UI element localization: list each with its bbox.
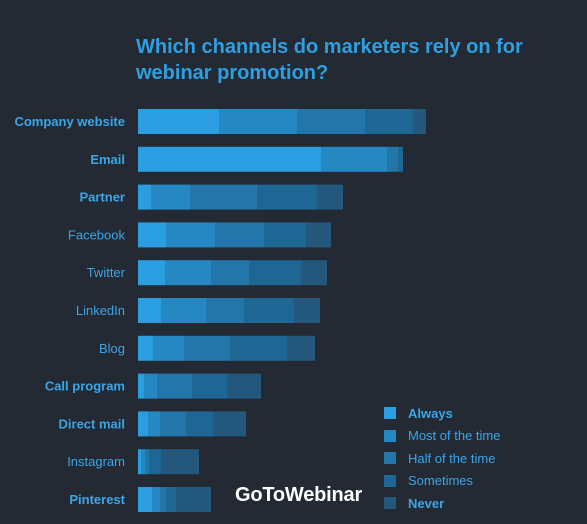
bar-segment-partner-half-of-the-time [190, 184, 257, 210]
bar-segment-company-website-always [138, 109, 219, 134]
legend-swatch-always [384, 407, 396, 420]
bar-segment-call-program-never [227, 373, 261, 399]
bar-segment-facebook-sometimes [264, 222, 306, 248]
legend-swatch-most-of-the-time [384, 429, 396, 442]
bar-segment-direct-mail-never [213, 411, 246, 437]
bar-segment-twitter-half-of-the-time [211, 260, 249, 286]
category-label-direct-mail: Direct mail [59, 416, 125, 431]
bar-segment-pinterest-half-of-the-time [160, 487, 166, 512]
legend-label-sometimes: Sometimes [408, 473, 474, 489]
bar-segment-direct-mail-half-of-the-time [160, 411, 186, 437]
category-label-call-program: Call program [45, 379, 125, 394]
bar-segment-partner-sometimes [257, 184, 317, 210]
bar-segment-email-most-of-the-time [321, 146, 387, 172]
bar-segment-facebook-always [138, 222, 166, 248]
bar-segment-blog-never [287, 335, 315, 361]
legend-swatch-never [384, 497, 396, 510]
bar-segment-instagram-half-of-the-time [145, 449, 149, 475]
bar-segment-linkedin-always [138, 298, 161, 323]
bar-segment-call-program-sometimes [192, 373, 227, 399]
bar-segment-pinterest-never [176, 487, 211, 512]
category-label-pinterest: Pinterest [69, 492, 125, 507]
legend-swatch-half-of-the-time [384, 452, 396, 465]
legend-label-never: Never [408, 495, 445, 511]
bar-segment-company-website-sometimes [365, 109, 413, 134]
bar-segment-twitter-never [301, 260, 327, 286]
bar-segment-pinterest-most-of-the-time [152, 487, 160, 512]
bar-segment-pinterest-always [138, 487, 152, 512]
bar-segment-call-program-always [138, 373, 144, 399]
bar-segment-blog-most-of-the-time [153, 335, 184, 361]
category-label-instagram: Instagram [67, 454, 125, 469]
bar-segment-twitter-sometimes [249, 260, 301, 286]
bar-segment-direct-mail-most-of-the-time [148, 411, 160, 437]
category-label-facebook: Facebook [68, 227, 126, 242]
bar-segment-blog-half-of-the-time [184, 335, 230, 361]
bar-segment-email-sometimes [398, 146, 403, 172]
bar-segment-partner-never [317, 184, 343, 210]
bar-segment-email-always [138, 146, 321, 172]
bar-segment-company-website-half-of-the-time [297, 109, 365, 134]
chart-title: Which channels do marketers rely on for … [136, 36, 523, 84]
legend-label-always: Always [408, 405, 453, 421]
bar-segment-twitter-always [138, 260, 165, 286]
bar-segment-linkedin-half-of-the-time [206, 298, 244, 323]
bar-segment-facebook-half-of-the-time [215, 222, 264, 248]
bar-segment-facebook-most-of-the-time [166, 222, 215, 248]
legend-item-sometimes: Sometimes [384, 470, 500, 493]
category-label-partner: Partner [79, 190, 125, 205]
bar-segment-blog-sometimes [230, 335, 287, 361]
category-label-twitter: Twitter [87, 265, 126, 280]
legend-item-always: Always [384, 402, 500, 425]
legend-item-most-of-the-time: Most of the time [384, 425, 500, 448]
bar-segment-partner-most-of-the-time [151, 184, 190, 210]
bar-segment-linkedin-most-of-the-time [161, 298, 206, 323]
legend-swatch-sometimes [384, 474, 396, 487]
bar-segment-linkedin-sometimes [244, 298, 294, 323]
category-label-linkedin: LinkedIn [76, 303, 125, 318]
legend-label-half-of-the-time: Half of the time [408, 450, 496, 466]
bar-segment-twitter-most-of-the-time [165, 260, 211, 286]
bar-segment-partner-always [138, 184, 151, 210]
bar-segment-direct-mail-sometimes [186, 411, 213, 437]
bar-segment-direct-mail-always [138, 411, 148, 437]
category-label-blog: Blog [99, 341, 125, 356]
bar-segment-call-program-most-of-the-time [144, 373, 157, 399]
category-label-company-website: Company website [14, 114, 125, 129]
bar-segment-linkedin-never [294, 298, 320, 323]
bar-segment-instagram-never [161, 449, 199, 475]
bar-segment-call-program-half-of-the-time [157, 373, 192, 399]
chart-legend: Always Most of the time Half of the time So… [384, 402, 500, 515]
legend-label-most-of-the-time: Most of the time [408, 428, 501, 444]
bar-segment-instagram-sometimes [149, 449, 161, 475]
bar-segment-instagram-always [138, 449, 141, 475]
bar-segment-company-website-never [413, 109, 426, 134]
bar-segment-facebook-never [306, 222, 331, 248]
legend-item-never: Never [384, 492, 500, 515]
gotowebinar-logo: GoToWebinar [235, 484, 363, 506]
bar-segment-instagram-most-of-the-time [141, 449, 145, 475]
bar-segment-pinterest-sometimes [166, 487, 176, 512]
bar-segment-blog-always [138, 335, 153, 361]
bar-segment-company-website-most-of-the-time [219, 109, 297, 134]
legend-item-half-of-the-time: Half of the time [384, 447, 500, 470]
bar-segment-email-half-of-the-time [387, 146, 398, 172]
category-label-email: Email [90, 152, 125, 167]
